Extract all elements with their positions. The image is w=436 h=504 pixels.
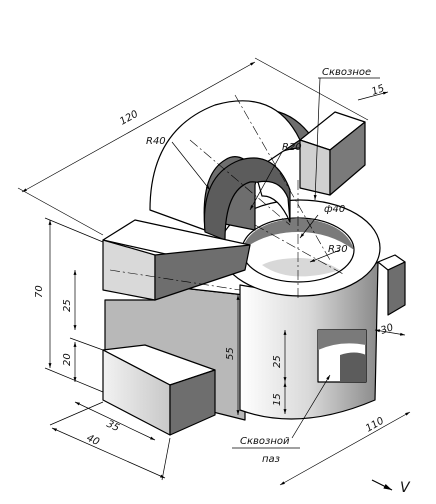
dim-phi40: ф40	[324, 204, 345, 215]
dim-20: 20	[62, 353, 73, 366]
hole-inner-light	[262, 258, 340, 277]
dim-40: 40	[85, 433, 101, 448]
label-through-slot: Сквозной	[240, 436, 290, 447]
dim-r30: R30	[328, 244, 348, 255]
dim-120: 120	[118, 109, 140, 128]
left-flange-right	[154, 244, 251, 301]
hole-inner-shadow	[242, 218, 354, 250]
right-flange-side	[329, 121, 366, 196]
dim-55: 55	[225, 347, 236, 360]
dim-r20: R20	[282, 142, 302, 153]
dimension-lines	[17, 57, 411, 486]
dim-25-slot: 25	[272, 355, 283, 368]
dim-r40: R40	[146, 136, 166, 147]
view-arrow	[371, 479, 393, 491]
dim-15-slot: 15	[272, 393, 283, 406]
label-through-hole: Сквозное	[322, 67, 371, 78]
slot-inner-dark	[340, 352, 366, 382]
label-view-v: V	[400, 480, 411, 496]
dim-25-left: 25	[62, 299, 73, 312]
dim-35: 35	[105, 419, 121, 434]
slot-shadow	[318, 330, 366, 350]
dimension-texts: 120 R40 R20 15 ф40 R30 70 25 20 55 25 15…	[34, 67, 411, 496]
dim-15-top: 15	[370, 83, 386, 98]
dim-70: 70	[34, 285, 45, 298]
front-step-side	[169, 369, 216, 436]
part-body	[102, 100, 406, 436]
right-flange-front	[299, 139, 331, 196]
dim-30: 30	[379, 322, 395, 337]
label-slot-suffix: паз	[262, 454, 280, 465]
right-step-side	[387, 261, 406, 316]
arch-inner-light	[257, 180, 291, 223]
